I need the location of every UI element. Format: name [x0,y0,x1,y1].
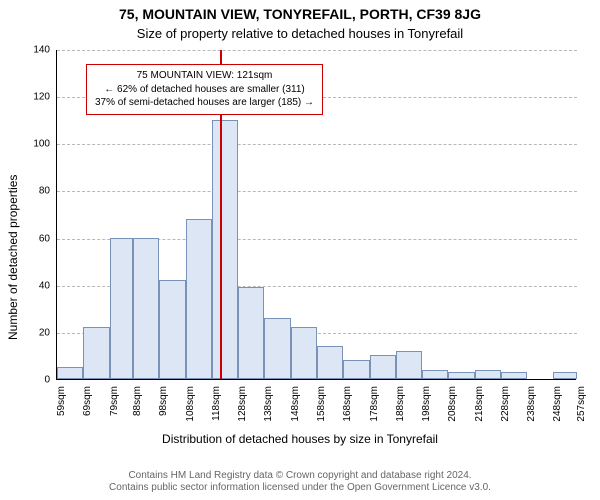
x-tick: 88sqm [132,386,143,426]
x-tick: 138sqm [263,386,274,426]
histogram-bar [475,370,501,379]
callout-line3: 37% of semi-detached houses are larger (… [95,96,314,110]
histogram-bar [186,219,212,379]
histogram-bar [501,372,527,379]
y-tick: 80 [20,186,50,197]
gridline [57,50,577,51]
histogram-bar [448,372,474,379]
callout-line1: 75 MOUNTAIN VIEW: 121sqm [95,69,314,83]
page-title: 75, MOUNTAIN VIEW, TONYREFAIL, PORTH, CF… [0,6,600,22]
x-tick: 257sqm [576,386,587,426]
histogram-bar [83,327,109,379]
footer-line1: Contains HM Land Registry data © Crown c… [0,470,600,482]
histogram-bar [110,238,134,379]
x-tick: 168sqm [342,386,353,426]
x-tick: 238sqm [526,386,537,426]
x-tick: 118sqm [211,386,222,426]
y-tick: 140 [20,45,50,56]
histogram-bar [370,355,396,379]
x-tick: 228sqm [500,386,511,426]
histogram-bar [291,327,317,379]
gridline [57,144,577,145]
y-tick: 0 [20,375,50,386]
histogram-bar [264,318,290,379]
y-tick: 60 [20,233,50,244]
x-axis-label: Distribution of detached houses by size … [0,432,600,446]
property-callout: 75 MOUNTAIN VIEW: 121sqm ← 62% of detach… [86,64,323,115]
histogram-bar [212,120,238,379]
x-tick: 108sqm [185,386,196,426]
y-tick: 120 [20,92,50,103]
x-tick: 98sqm [158,386,169,426]
y-tick: 100 [20,139,50,150]
footer-copyright: Contains HM Land Registry data © Crown c… [0,470,600,494]
histogram-bar [57,367,83,379]
gridline [57,191,577,192]
x-tick: 148sqm [290,386,301,426]
histogram-bar [422,370,448,379]
x-tick: 208sqm [447,386,458,426]
x-tick: 218sqm [474,386,485,426]
y-tick: 40 [20,280,50,291]
x-tick: 188sqm [395,386,406,426]
footer-line2: Contains public sector information licen… [0,482,600,494]
histogram-bar [133,238,159,379]
y-axis-label: Number of detached properties [6,175,20,340]
y-tick: 20 [20,327,50,338]
callout-line2: ← 62% of detached houses are smaller (31… [95,83,314,97]
x-tick: 79sqm [109,386,120,426]
x-tick: 128sqm [237,386,248,426]
histogram-bar [317,346,343,379]
x-tick: 69sqm [82,386,93,426]
histogram-bar [553,372,577,379]
x-tick: 59sqm [56,386,67,426]
x-tick: 178sqm [369,386,380,426]
histogram-bar [159,280,185,379]
page-subtitle: Size of property relative to detached ho… [0,26,600,41]
histogram-bar [238,287,264,379]
x-tick: 158sqm [316,386,327,426]
histogram-bar [396,351,422,379]
x-tick: 198sqm [421,386,432,426]
histogram-bar [343,360,369,379]
x-tick: 248sqm [552,386,563,426]
